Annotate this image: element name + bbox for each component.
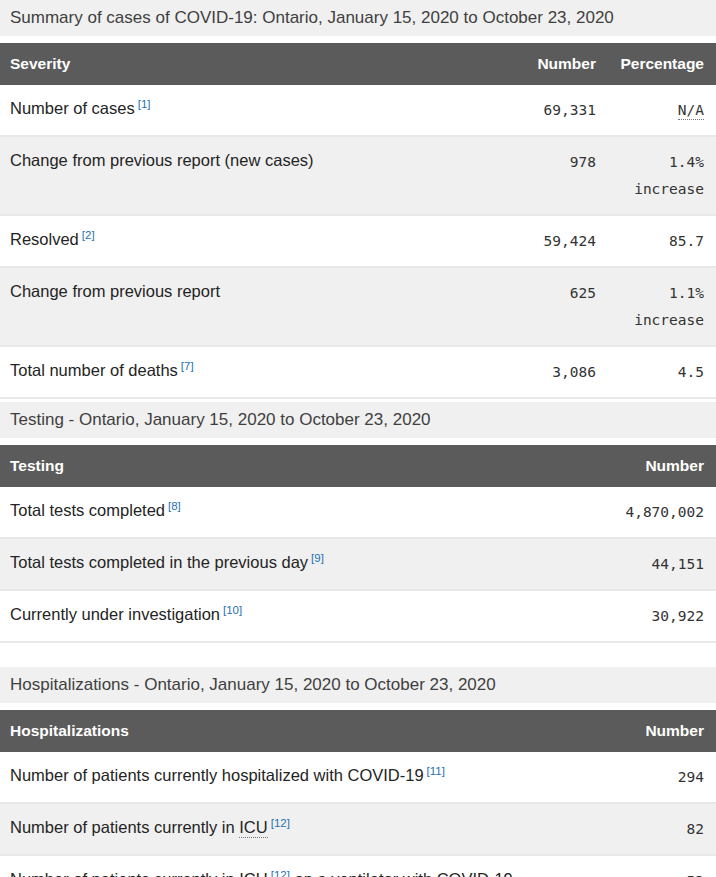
footnote-link[interactable]: [11]: [427, 765, 445, 777]
row-label-cell: Total tests completed in the previous da…: [0, 538, 560, 590]
percent-value: 1.1%: [669, 285, 704, 301]
col-header-percentage: Percentage: [608, 43, 716, 85]
row-label-cell: Change from previous report (new cases): [0, 136, 420, 215]
footnote-sup: [10]: [220, 604, 242, 616]
row-label: Number of patients currently in: [10, 870, 235, 877]
row-label-cell: Number of cases[1]: [0, 85, 420, 136]
table-header-row: Severity Number Percentage: [0, 43, 716, 85]
percentage-cell: 1.1% increase: [608, 267, 716, 346]
number-cell: 625: [420, 267, 608, 346]
summary-of-cases-table: Summary of cases of COVID-19: Ontario, J…: [0, 0, 716, 399]
col-header-number: Number: [420, 43, 608, 85]
col-header-testing: Testing: [0, 445, 560, 487]
footnote-sup: [11]: [424, 765, 445, 777]
row-label-cell: Number of patients currently in ICU[12] …: [0, 855, 560, 877]
row-label-cell: Number of patients currently in ICU [12]: [0, 803, 560, 855]
footnote-sup: [8]: [165, 500, 181, 512]
row-label: Total tests completed: [10, 501, 165, 519]
percent-note: increase: [618, 179, 704, 200]
footnote-link[interactable]: [7]: [181, 360, 194, 372]
row-label-cell: Currently under investigation[10]: [0, 590, 560, 642]
footnote-link[interactable]: [12]: [271, 869, 290, 877]
number-cell: 3,086: [420, 346, 608, 398]
percentage-cell: N/A: [608, 85, 716, 136]
row-label: Number of patients currently in: [10, 818, 235, 836]
hospitalizations-table-caption: Hospitalizations - Ontario, January 15, …: [0, 667, 716, 710]
row-label-cell: Change from previous report: [0, 267, 420, 346]
percentage-cell: 1.4% increase: [608, 136, 716, 215]
table-header-row: Hospitalizations Number: [0, 710, 716, 752]
col-header-severity: Severity: [0, 43, 420, 85]
row-label: Currently under investigation: [10, 605, 220, 623]
number-cell: 59,424: [420, 215, 608, 267]
footnote-link[interactable]: [8]: [168, 500, 181, 512]
table-row: Number of patients currently in ICU[12] …: [0, 803, 716, 855]
table-row: Number of patients currently in ICU[12] …: [0, 855, 716, 877]
col-header-number: Number: [560, 445, 716, 487]
table-row: Change from previous report (new cases) …: [0, 136, 716, 215]
number-cell: 44,151: [560, 538, 716, 590]
icu-abbreviation: ICU: [239, 870, 267, 877]
row-label: Number of patients currently hospitalize…: [10, 766, 424, 784]
col-header-number: Number: [560, 710, 716, 752]
number-cell: 69,331: [420, 85, 608, 136]
table-row: Change from previous report 625 1.1% incr…: [0, 267, 716, 346]
row-label: Resolved: [10, 230, 79, 248]
number-cell: 4,870,002: [560, 487, 716, 538]
testing-table-caption: Testing - Ontario, January 15, 2020 to O…: [0, 402, 716, 445]
row-label-cell: Total tests completed[8]: [0, 487, 560, 538]
percent-value: 1.4%: [669, 154, 704, 170]
row-label: Change from previous report: [10, 282, 220, 300]
table-row: Currently under investigation[10] 30,922: [0, 590, 716, 642]
table-row: Number of patients currently hospitalize…: [0, 752, 716, 803]
number-cell: 30,922: [560, 590, 716, 642]
percent-note: increase: [618, 310, 704, 331]
row-label-cell: Resolved[2]: [0, 215, 420, 267]
number-cell: 53: [560, 855, 716, 877]
footnote-link[interactable]: [1]: [138, 98, 151, 110]
row-label: Change from previous report (new cases): [10, 151, 314, 169]
footnote-link[interactable]: [12]: [271, 817, 290, 829]
footnote-sup: [2]: [79, 229, 95, 241]
footnote-sup: [9]: [308, 552, 324, 564]
na-abbreviation: N/A: [678, 102, 704, 120]
table-row: Total tests completed in the previous da…: [0, 538, 716, 590]
footnote-link[interactable]: [2]: [82, 229, 95, 241]
footnote-link[interactable]: [9]: [311, 552, 324, 564]
footnote-sup: [12]: [268, 817, 290, 829]
table-row: Total number of deaths[7] 3,086 4.5: [0, 346, 716, 398]
number-cell: 294: [560, 752, 716, 803]
table-header-row: Testing Number: [0, 445, 716, 487]
footnote-sup: [1]: [135, 98, 151, 110]
row-label-suffix: on a ventilator with COVID-19: [294, 870, 512, 877]
row-label: Number of cases: [10, 99, 135, 117]
number-cell: 82: [560, 803, 716, 855]
number-cell: 978: [420, 136, 608, 215]
footnote-sup: [12]: [268, 869, 290, 877]
testing-table: Testing - Ontario, January 15, 2020 to O…: [0, 402, 716, 643]
hospitalizations-table: Hospitalizations - Ontario, January 15, …: [0, 667, 716, 877]
table-row: Total tests completed[8] 4,870,002: [0, 487, 716, 538]
summary-table-caption: Summary of cases of COVID-19: Ontario, J…: [0, 0, 716, 43]
row-label: Total number of deaths: [10, 361, 178, 379]
percentage-cell: 4.5: [608, 346, 716, 398]
icu-abbreviation: ICU: [239, 818, 267, 838]
covid-summary-page: Summary of cases of COVID-19: Ontario, J…: [0, 0, 716, 877]
col-header-hospitalizations: Hospitalizations: [0, 710, 560, 752]
row-label-cell: Total number of deaths[7]: [0, 346, 420, 398]
row-label-cell: Number of patients currently hospitalize…: [0, 752, 560, 803]
footnote-link[interactable]: [10]: [223, 604, 242, 616]
percentage-cell: 85.7: [608, 215, 716, 267]
footnote-sup: [7]: [178, 360, 194, 372]
table-row: Number of cases[1] 69,331 N/A: [0, 85, 716, 136]
row-label: Total tests completed in the previous da…: [10, 553, 308, 571]
table-row: Resolved[2] 59,424 85.7: [0, 215, 716, 267]
